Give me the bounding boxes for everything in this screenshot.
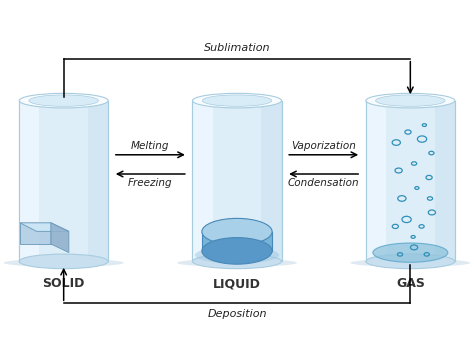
Ellipse shape bbox=[202, 237, 272, 264]
Polygon shape bbox=[202, 232, 272, 251]
Polygon shape bbox=[19, 100, 108, 261]
Ellipse shape bbox=[202, 218, 272, 245]
Ellipse shape bbox=[366, 93, 455, 108]
Ellipse shape bbox=[202, 95, 272, 106]
Polygon shape bbox=[366, 100, 386, 261]
Ellipse shape bbox=[350, 259, 470, 267]
Polygon shape bbox=[20, 223, 69, 231]
Text: Deposition: Deposition bbox=[207, 308, 267, 318]
Text: LIQUID: LIQUID bbox=[213, 277, 261, 290]
Ellipse shape bbox=[177, 259, 297, 267]
Polygon shape bbox=[19, 100, 39, 261]
Ellipse shape bbox=[375, 95, 445, 106]
Ellipse shape bbox=[192, 254, 282, 269]
Ellipse shape bbox=[29, 95, 99, 106]
Polygon shape bbox=[192, 100, 212, 261]
Polygon shape bbox=[262, 100, 282, 261]
Ellipse shape bbox=[192, 93, 282, 108]
Polygon shape bbox=[192, 100, 282, 261]
Text: Vaporization: Vaporization bbox=[291, 141, 356, 151]
Text: Condensation: Condensation bbox=[288, 178, 359, 188]
Polygon shape bbox=[435, 100, 455, 261]
Ellipse shape bbox=[19, 93, 108, 108]
Polygon shape bbox=[20, 223, 51, 244]
Text: SOLID: SOLID bbox=[43, 277, 85, 290]
Ellipse shape bbox=[366, 254, 455, 269]
Ellipse shape bbox=[373, 243, 448, 262]
Polygon shape bbox=[366, 100, 455, 261]
Text: Melting: Melting bbox=[131, 141, 170, 151]
Ellipse shape bbox=[4, 259, 124, 267]
Ellipse shape bbox=[19, 254, 108, 269]
Text: Sublimation: Sublimation bbox=[204, 43, 270, 54]
Polygon shape bbox=[51, 223, 69, 252]
Polygon shape bbox=[88, 100, 108, 261]
Text: Freezing: Freezing bbox=[128, 178, 173, 188]
Ellipse shape bbox=[195, 246, 279, 264]
Text: GAS: GAS bbox=[396, 277, 425, 290]
